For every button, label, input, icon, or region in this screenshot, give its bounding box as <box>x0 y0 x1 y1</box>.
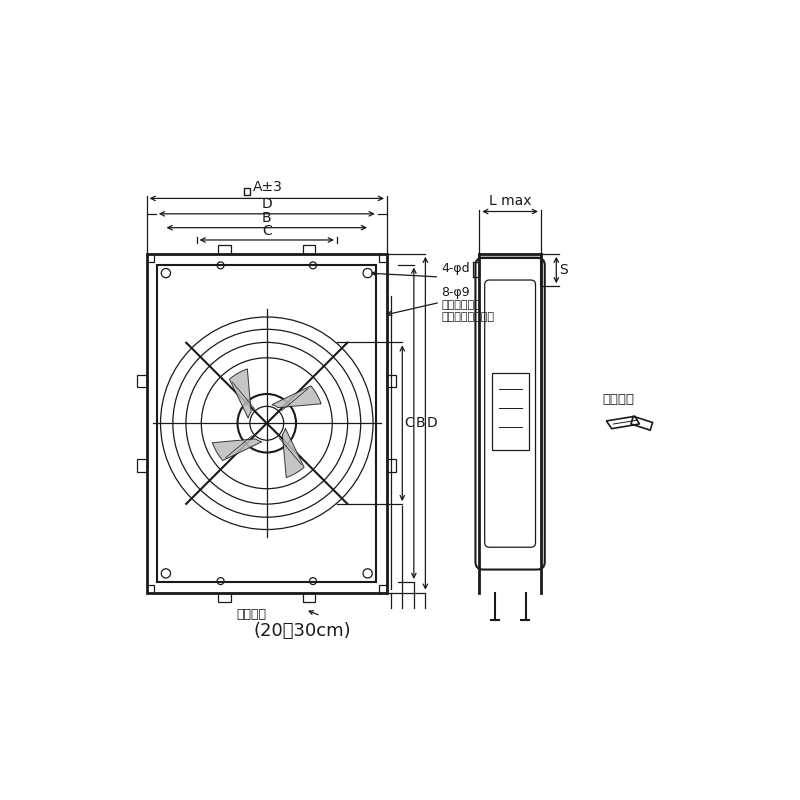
Text: 4-φd: 4-φd <box>442 262 470 274</box>
Bar <box>146 254 387 593</box>
Text: S: S <box>559 263 568 277</box>
Bar <box>387 459 396 472</box>
Text: (20～30cm): (20～30cm) <box>254 622 351 640</box>
Polygon shape <box>213 439 262 461</box>
Bar <box>387 374 396 387</box>
Bar <box>138 459 146 472</box>
Polygon shape <box>230 369 251 418</box>
Text: L max: L max <box>489 194 531 208</box>
Text: 回転方向: 回転方向 <box>236 608 266 621</box>
Text: D: D <box>427 416 438 430</box>
Bar <box>158 265 376 582</box>
Text: B: B <box>262 211 271 226</box>
Bar <box>138 374 146 387</box>
Text: ノックアウト: ノックアウト <box>442 300 482 310</box>
Bar <box>303 245 315 254</box>
Text: 8-φ9: 8-φ9 <box>442 286 470 298</box>
Text: シャッター取付用: シャッター取付用 <box>442 312 494 322</box>
Polygon shape <box>272 386 321 408</box>
Text: 送風方向: 送風方向 <box>602 393 634 406</box>
Text: C: C <box>262 224 272 238</box>
Bar <box>303 593 315 602</box>
Bar <box>218 593 230 602</box>
Text: B: B <box>415 416 425 430</box>
Bar <box>244 188 250 194</box>
Text: C: C <box>404 416 414 430</box>
Polygon shape <box>282 428 304 478</box>
Bar <box>492 373 529 450</box>
Text: D: D <box>262 198 272 211</box>
Bar <box>218 245 230 254</box>
Text: A±3: A±3 <box>253 180 282 194</box>
